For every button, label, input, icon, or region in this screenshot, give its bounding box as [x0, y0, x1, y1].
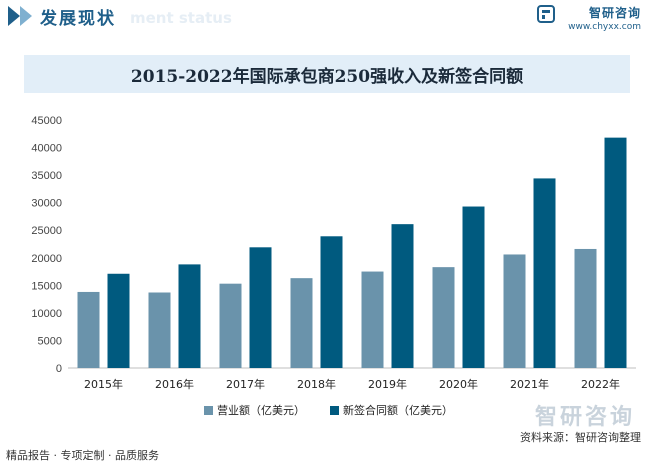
bar-new-contracts [391, 224, 414, 368]
x-tick-label: 2019年 [368, 377, 407, 391]
bar-new-contracts [249, 247, 272, 368]
x-tick-label: 2017年 [226, 377, 265, 391]
bar-revenue [503, 254, 526, 368]
bar-new-contracts [178, 264, 201, 368]
x-tick-label: 2016年 [155, 377, 194, 391]
bar-revenue [148, 292, 171, 368]
x-tick-label: 2015年 [84, 377, 123, 391]
y-tick-label: 0 [56, 363, 62, 375]
y-tick-label: 45000 [31, 115, 62, 127]
bar-revenue [574, 248, 597, 368]
y-tick-label: 20000 [31, 253, 62, 265]
bar-revenue [290, 278, 313, 368]
bar-revenue [361, 271, 384, 368]
chevron-icon [8, 6, 20, 26]
chart-title-bar: 2015-2022年国际承包商250强收入及新签合同额 [24, 55, 630, 93]
y-tick-label: 10000 [31, 308, 62, 320]
legend-swatch [204, 406, 213, 415]
y-tick-label: 30000 [31, 198, 62, 210]
bar-new-contracts [462, 206, 485, 368]
x-tick-label: 2018年 [297, 377, 336, 391]
bar-chart: 0 5000 10000 15000 20000 25000 30000 35000 40000… [31, 115, 636, 417]
watermark-logo: 智研咨询 [534, 405, 635, 430]
section-title: 发展现状 [40, 9, 116, 29]
x-tick-label: 2021年 [510, 377, 549, 391]
bar-revenue [219, 283, 242, 368]
chevron-icon [20, 6, 32, 26]
y-tick-label: 25000 [31, 225, 62, 237]
brand-logo-icon [537, 5, 555, 23]
bar-new-contracts [107, 273, 130, 368]
x-tick-label: 2022年 [581, 377, 620, 391]
brand-url: www.chyxx.com [568, 22, 641, 32]
footer-tagline: 精品报告 · 专项定制 · 品质服务 [6, 449, 159, 462]
x-tick-label: 2020年 [439, 377, 478, 391]
bar-new-contracts [533, 178, 556, 368]
bar-new-contracts [604, 137, 627, 368]
legend-swatch [330, 406, 339, 415]
brand-name: 智研咨询 [588, 6, 641, 20]
header-banner: ment status 发展现状 智研咨询 www.chyxx.com [0, 0, 655, 40]
header-ghost-text: ment status [130, 9, 232, 27]
bar-revenue [77, 291, 100, 368]
legend-label: 新签合同额（亿美元） [343, 403, 453, 417]
source-note: 资料来源：智研咨询整理 [520, 431, 641, 444]
y-tick-label: 35000 [31, 170, 62, 182]
chart-title: 2015-2022年国际承包商250强收入及新签合同额 [130, 66, 524, 87]
y-tick-label: 5000 [38, 335, 62, 347]
bar-revenue [432, 267, 455, 368]
y-tick-label: 15000 [31, 280, 62, 292]
y-tick-label: 40000 [31, 143, 62, 155]
brand-block: 智研咨询 www.chyxx.com [568, 4, 641, 32]
bar-new-contracts [320, 236, 343, 368]
legend-label: 营业额（亿美元） [217, 403, 305, 417]
